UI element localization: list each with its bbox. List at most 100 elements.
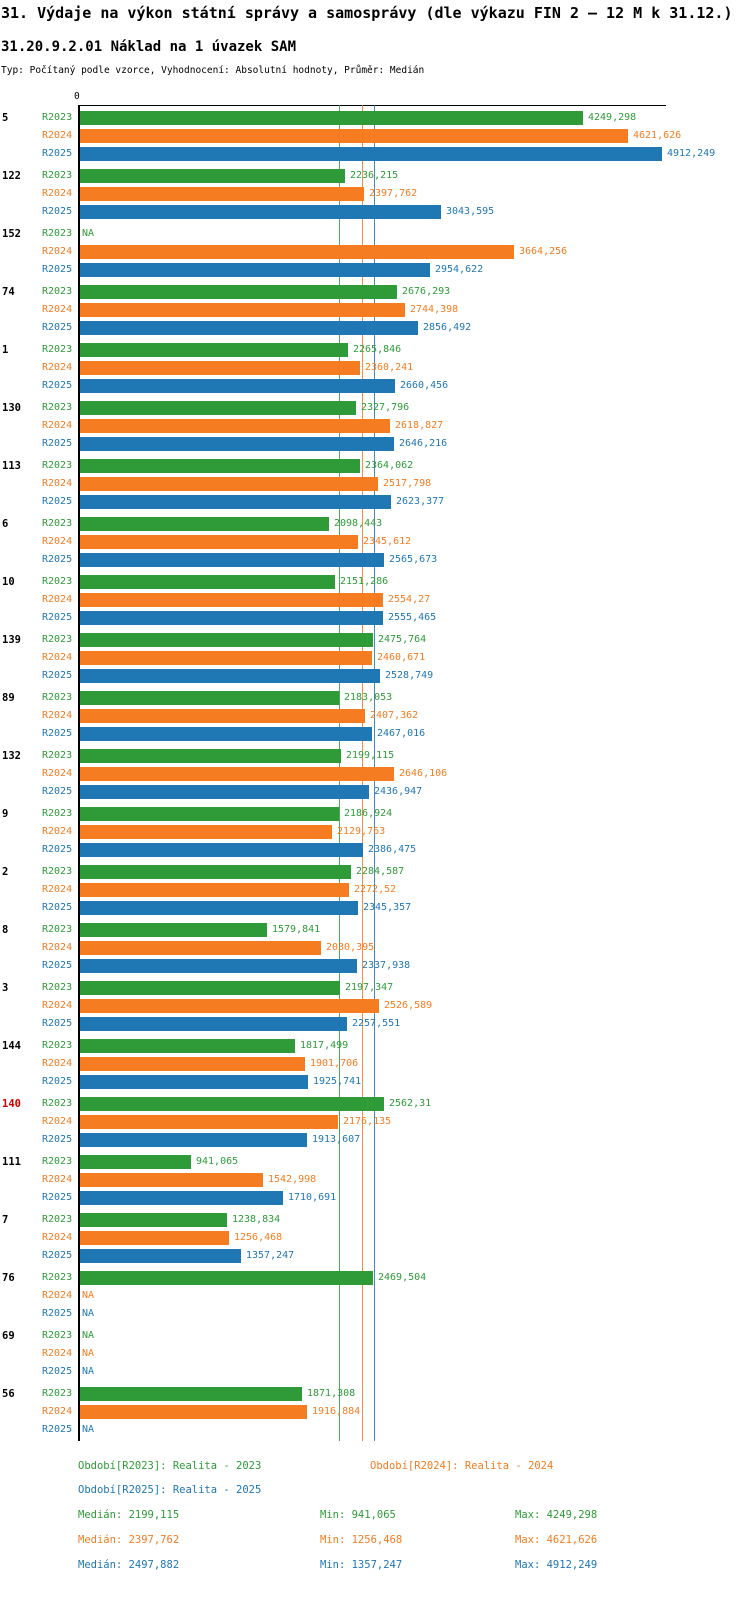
bar-r2025 <box>80 263 430 277</box>
series-label-r2023: R2023 <box>42 924 73 935</box>
bar-r2024 <box>80 941 321 955</box>
series-label-r2025: R2025 <box>42 554 73 565</box>
group-label-9: 9 <box>2 808 9 820</box>
value-label: 2660,456 <box>400 380 449 391</box>
bar-r2024 <box>80 303 405 317</box>
bar-r2023 <box>80 169 345 183</box>
value-label: 2386,475 <box>368 844 417 855</box>
bar-r2023 <box>80 923 267 937</box>
bar-r2023 <box>80 865 351 879</box>
value-label: NA <box>82 1308 95 1319</box>
value-label: 2364,062 <box>365 460 414 471</box>
bar-r2023 <box>80 343 348 357</box>
bar-r2023 <box>80 1213 227 1227</box>
value-label: 2197,347 <box>345 982 394 993</box>
value-label: 1871,308 <box>307 1388 356 1399</box>
bar-r2024 <box>80 1057 305 1071</box>
bar-r2025 <box>80 959 357 973</box>
series-label-r2025: R2025 <box>42 1076 73 1087</box>
value-label: NA <box>82 1290 95 1301</box>
value-label: 2265,846 <box>353 344 402 355</box>
axis-zero-label: 0 <box>74 91 80 102</box>
value-label: 2954,622 <box>435 264 484 275</box>
stat-min-r2023: Min: 941,065 <box>320 1509 396 1521</box>
series-label-r2024: R2024 <box>42 1406 73 1417</box>
series-label-r2025: R2025 <box>42 438 73 449</box>
value-label: 2407,362 <box>370 710 419 721</box>
series-label-r2023: R2023 <box>42 982 73 993</box>
series-label-r2025: R2025 <box>42 1250 73 1261</box>
bar-r2024 <box>80 361 360 375</box>
value-label: 1817,499 <box>300 1040 349 1051</box>
series-label-r2024: R2024 <box>42 884 73 895</box>
series-label-r2023: R2023 <box>42 460 73 471</box>
bar-r2024 <box>80 245 514 259</box>
group-label-3: 3 <box>2 982 9 994</box>
bar-r2024 <box>80 419 390 433</box>
series-label-r2025: R2025 <box>42 960 73 971</box>
stat-median-r2024: Medián: 2397,762 <box>78 1534 180 1546</box>
value-label: 2623,377 <box>396 496 445 507</box>
axis-top-line <box>78 105 666 106</box>
series-label-r2023: R2023 <box>42 692 73 703</box>
series-label-r2024: R2024 <box>42 1174 73 1185</box>
value-label: 2186,924 <box>344 808 393 819</box>
value-label: 2236,215 <box>350 170 399 181</box>
value-label: 3664,256 <box>519 246 568 257</box>
group-label-6: 6 <box>2 518 9 530</box>
series-label-r2025: R2025 <box>42 496 73 507</box>
bar-r2023 <box>80 1097 384 1111</box>
stat-max-r2025: Max: 4912,249 <box>515 1559 598 1571</box>
value-label: 2284,587 <box>356 866 405 877</box>
bar-r2023 <box>80 1039 295 1053</box>
chart-subtitle: 31.20.9.2.01 Náklad na 1 úvazek SAM <box>1 39 297 55</box>
bar-r2023 <box>80 1387 302 1401</box>
value-label: 2744,398 <box>410 304 459 315</box>
series-label-r2025: R2025 <box>42 612 73 623</box>
series-label-r2023: R2023 <box>42 286 73 297</box>
value-label: 1913,607 <box>312 1134 361 1145</box>
bar-r2023 <box>80 111 583 125</box>
stat-min-r2025: Min: 1357,247 <box>320 1559 403 1571</box>
bar-r2024 <box>80 767 394 781</box>
bar-r2024 <box>80 1231 229 1245</box>
value-label: 2151,286 <box>340 576 389 587</box>
value-label: NA <box>82 1424 95 1435</box>
value-label: NA <box>82 1330 95 1341</box>
value-label: 2199,115 <box>346 750 395 761</box>
series-label-r2025: R2025 <box>42 380 73 391</box>
series-label-r2023: R2023 <box>42 634 73 645</box>
value-label: 2467,016 <box>377 728 426 739</box>
value-label: 1710,691 <box>288 1192 337 1203</box>
series-label-r2024: R2024 <box>42 1348 73 1359</box>
value-label: NA <box>82 228 95 239</box>
series-label-r2023: R2023 <box>42 1388 73 1399</box>
group-label-111: 111 <box>2 1156 21 1168</box>
stat-max-r2024: Max: 4621,626 <box>515 1534 598 1546</box>
bar-r2025 <box>80 611 383 625</box>
value-label: 2676,293 <box>402 286 451 297</box>
series-label-r2025: R2025 <box>42 728 73 739</box>
series-label-r2024: R2024 <box>42 652 73 663</box>
value-label: 1256,468 <box>234 1232 283 1243</box>
value-label: 2183,053 <box>344 692 393 703</box>
bar-r2025 <box>80 379 395 393</box>
group-label-5: 5 <box>2 112 9 124</box>
group-label-140: 140 <box>2 1098 21 1110</box>
group-label-144: 144 <box>2 1040 21 1052</box>
series-label-r2024: R2024 <box>42 942 73 953</box>
value-label: 2436,947 <box>374 786 423 797</box>
value-label: 2555,465 <box>388 612 437 623</box>
series-label-r2024: R2024 <box>42 420 73 431</box>
group-label-7: 7 <box>2 1214 9 1226</box>
series-label-r2023: R2023 <box>42 1214 73 1225</box>
bar-r2024 <box>80 1173 263 1187</box>
value-label: 4621,626 <box>633 130 682 141</box>
bar-r2025 <box>80 553 384 567</box>
value-label: NA <box>82 1348 95 1359</box>
value-label: 2562,31 <box>389 1098 432 1109</box>
group-label-74: 74 <box>2 286 15 298</box>
value-label: 2646,216 <box>399 438 448 449</box>
bar-r2023 <box>80 981 340 995</box>
